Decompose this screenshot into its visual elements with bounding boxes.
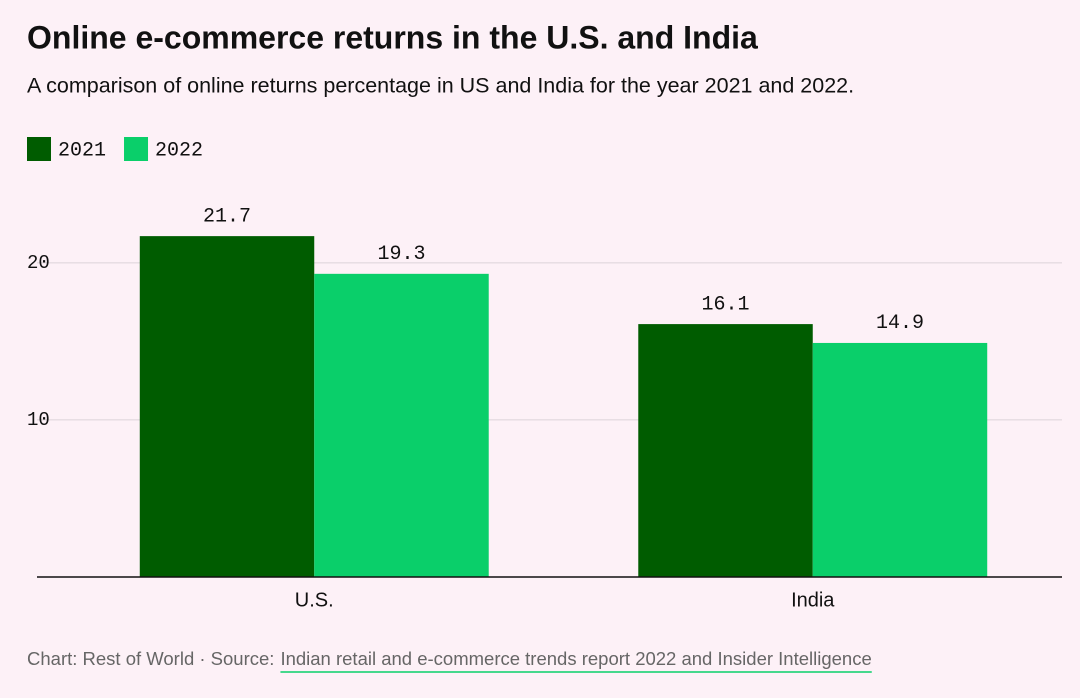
y-tick-label: 10 <box>27 409 50 431</box>
bar <box>812 342 988 577</box>
bar <box>638 324 813 577</box>
legend-label: 2022 <box>155 139 203 162</box>
chart-title: Online e-commerce returns in the U.S. an… <box>27 19 758 55</box>
bar <box>139 236 315 578</box>
value-label: 21.7 <box>203 205 251 228</box>
value-label: 16.1 <box>702 293 750 316</box>
value-label: 19.3 <box>377 243 425 266</box>
footer-text: Chart: Rest of World · Source: <box>27 648 274 669</box>
bar <box>314 273 489 577</box>
chart-subtitle: A comparison of online returns percentag… <box>27 74 854 98</box>
value-label: 14.9 <box>876 312 924 335</box>
source-link[interactable]: Indian retail and e-commerce trends repo… <box>280 648 871 669</box>
legend-swatch <box>27 137 51 161</box>
legend-swatch <box>124 137 149 161</box>
x-tick-label: U.S. <box>295 589 334 611</box>
legend-label: 2021 <box>58 139 106 162</box>
y-tick-label: 20 <box>27 252 50 274</box>
x-tick-label: India <box>791 589 835 611</box>
